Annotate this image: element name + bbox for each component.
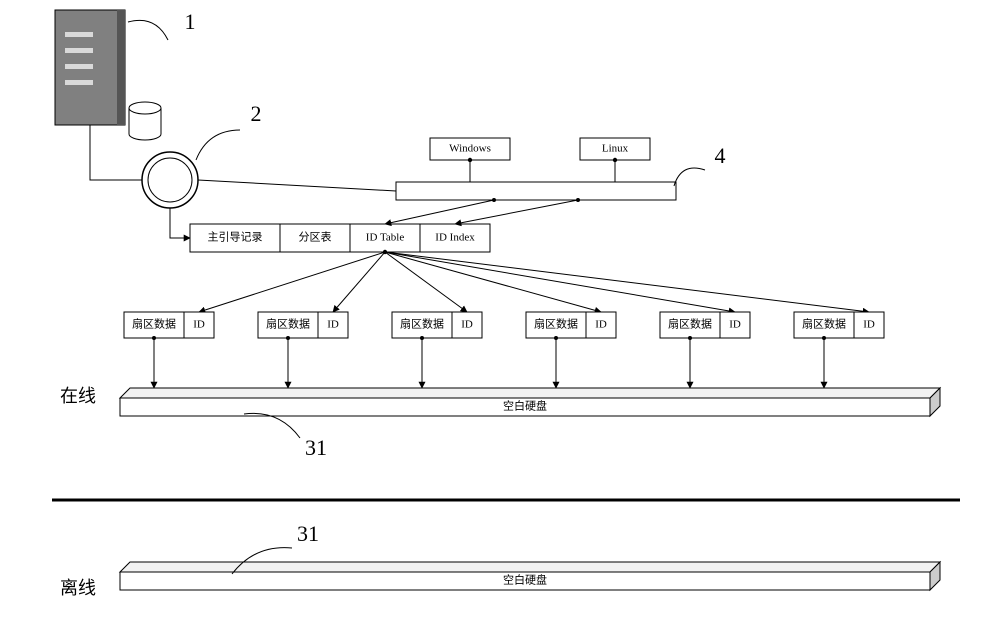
svg-text:扇区数据: 扇区数据 — [132, 317, 176, 331]
label-online: 在线 — [60, 386, 96, 406]
svg-text:31: 31 — [297, 521, 319, 546]
disk-offline: 空白硬盘 — [120, 562, 940, 590]
linux-box: Linux — [580, 138, 650, 160]
callout-31-online: 31 — [244, 413, 327, 460]
callout-4: 4 — [674, 143, 726, 186]
disk-online: 空白硬盘 — [120, 388, 940, 416]
svg-text:空白硬盘: 空白硬盘 — [503, 399, 547, 413]
svg-text:分区表: 分区表 — [299, 230, 332, 244]
label-offline: 离线 — [60, 578, 96, 598]
svg-text:31: 31 — [305, 435, 327, 460]
svg-text:扇区数据: 扇区数据 — [266, 317, 310, 331]
svg-text:扇区数据: 扇区数据 — [534, 317, 578, 331]
ring-node — [142, 152, 198, 208]
svg-text:1: 1 — [185, 9, 196, 34]
svg-text:ID: ID — [461, 319, 473, 331]
svg-text:ID: ID — [193, 319, 205, 331]
svg-text:ID: ID — [327, 319, 339, 331]
svg-text:Windows: Windows — [449, 143, 491, 155]
svg-text:2: 2 — [251, 101, 262, 126]
callout-2: 2 — [196, 101, 262, 160]
controller-box — [396, 182, 676, 200]
svg-text:扇区数据: 扇区数据 — [668, 317, 712, 331]
sector-row: 扇区数据 ID 扇区数据 ID 扇区数据 ID 扇区数据 ID 扇区数据 ID 扇区数据 ID — [124, 312, 884, 388]
svg-text:ID: ID — [863, 319, 875, 331]
svg-text:主引导记录: 主引导记录 — [208, 230, 263, 244]
server-icon — [55, 10, 125, 125]
svg-text:4: 4 — [715, 143, 726, 168]
svg-text:ID: ID — [595, 319, 607, 331]
diagram-canvas: Windows Linux 主引导记录 分区表 ID Table ID Index 扇区数据… — [0, 0, 1000, 636]
windows-box: Windows — [430, 138, 510, 160]
svg-text:扇区数据: 扇区数据 — [802, 317, 846, 331]
database-icon — [129, 102, 161, 140]
connector-ring-controller — [198, 180, 396, 191]
svg-text:空白硬盘: 空白硬盘 — [503, 573, 547, 587]
svg-text:ID Table: ID Table — [366, 232, 405, 244]
svg-text:Linux: Linux — [602, 143, 629, 155]
callout-1: 1 — [128, 9, 196, 40]
svg-text:扇区数据: 扇区数据 — [400, 317, 444, 331]
key-row: 主引导记录 分区表 ID Table ID Index — [170, 208, 490, 252]
svg-text:ID: ID — [729, 319, 741, 331]
svg-text:ID Index: ID Index — [435, 232, 475, 244]
